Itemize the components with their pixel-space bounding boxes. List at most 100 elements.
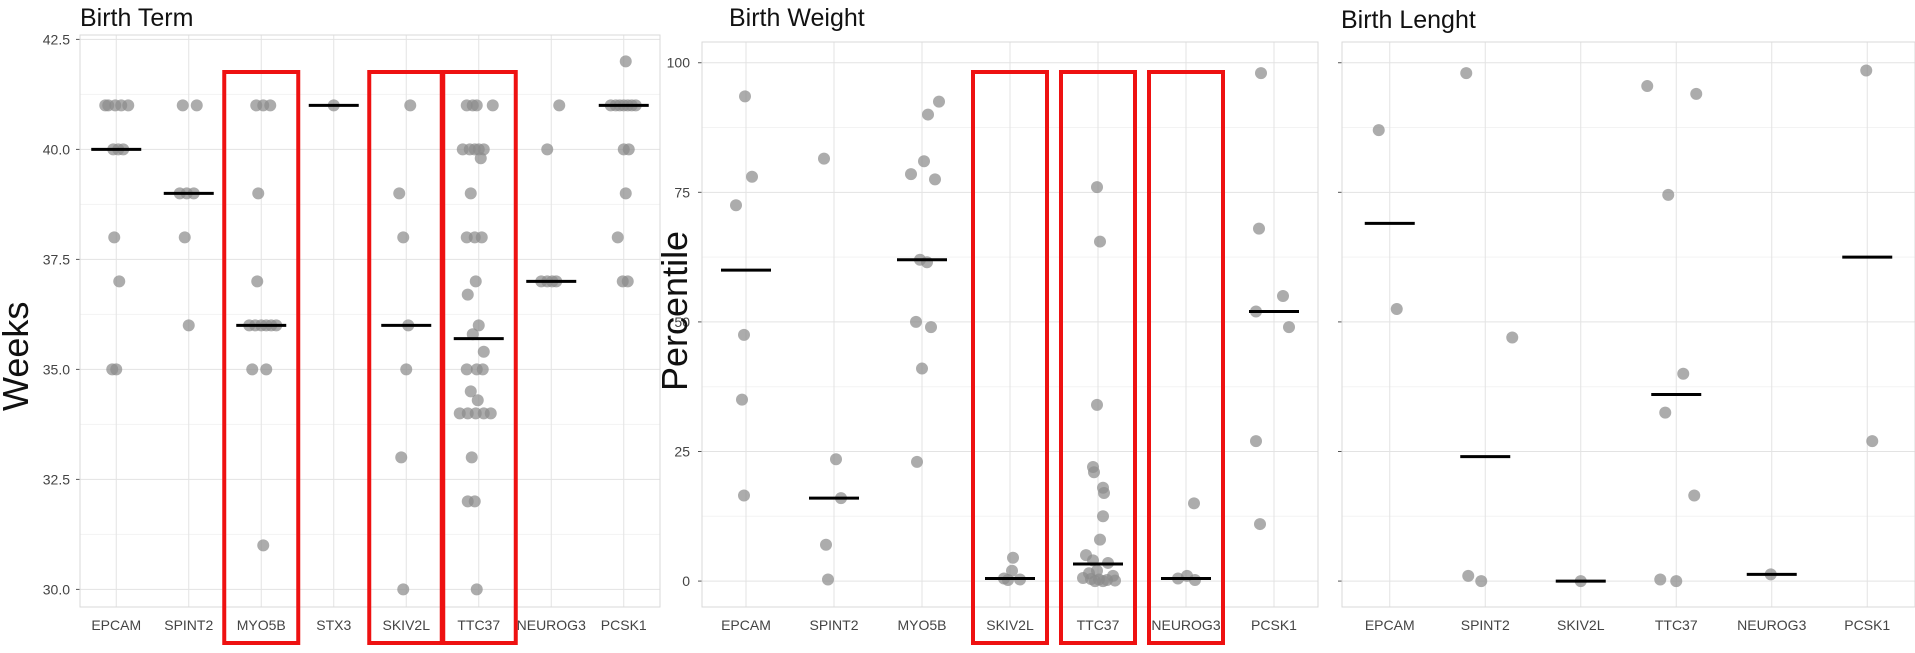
panel-1-title: Birth Term (80, 4, 194, 32)
panel-2-data-point (1255, 67, 1267, 80)
panel-1-y-tick-label: 32.5 (43, 471, 70, 487)
panel-1-data-point (464, 187, 477, 200)
panel-2-data-point (1091, 398, 1103, 411)
panel-1-data-point (252, 187, 265, 200)
panel-1-data-point (475, 231, 488, 244)
panel-2-data-point (739, 90, 751, 103)
panel-2-x-tick-label: NEUROG3 (1151, 617, 1220, 633)
panel-1-data-point (619, 55, 632, 68)
panel-1-data-point (393, 187, 406, 200)
panel-2-y-tick-label: 75 (674, 184, 690, 200)
panel-2-data-point (1283, 321, 1295, 334)
panel-1-y-tick-label: 37.5 (43, 251, 70, 267)
panel-2-data-point (1250, 435, 1262, 448)
panel-2-data-point (921, 256, 933, 269)
panel-2-data-point (1006, 564, 1018, 577)
panel-2-x-tick-label: MYO5B (897, 617, 946, 633)
panel-1-data-point (190, 99, 203, 112)
panel-3-title: Birth Lenght (1341, 6, 1476, 34)
panel-2-data-point (929, 173, 941, 186)
panel-2-data-point (1091, 181, 1103, 194)
panel-2-y-tick-label: 50 (674, 314, 690, 330)
panel-1-data-point (461, 288, 474, 301)
panel-1-y-tick-label: 40.0 (43, 141, 70, 157)
panel-1-data-point (113, 275, 126, 288)
panel-3-data-point (1662, 188, 1675, 201)
panel-1-x-tick-label: STX3 (316, 617, 351, 633)
panel-1-data-point (474, 152, 487, 165)
panel-1-data-point (122, 99, 135, 112)
panel-3-data-point (1690, 87, 1703, 100)
panel-2-data-point (916, 362, 928, 375)
panel-1-data-point (477, 345, 490, 358)
panel-1-data-point (397, 231, 410, 244)
panel-2-data-point (911, 455, 923, 468)
panel-2-x-tick-label: EPCAM (721, 617, 771, 633)
panel-2-data-point (830, 453, 842, 466)
panel-1-data-point (260, 363, 273, 376)
panel-3-data-point (1475, 575, 1488, 588)
panel-1-x-tick-label: EPCAM (91, 617, 141, 633)
panel-3-x-tick-label: NEUROG3 (1737, 617, 1806, 633)
panel-1-y-tick-label: 42.5 (43, 31, 70, 47)
panel-2-y-tick-label: 100 (667, 55, 691, 71)
panel-1-data-point (484, 407, 497, 420)
panel-3-data-point (1688, 489, 1701, 502)
panel-1-data-point (469, 275, 482, 288)
panel-2-data-point (1002, 574, 1014, 587)
panel-1-data-point (471, 394, 484, 407)
panel-3-x-tick-label: SKIV2L (1557, 617, 1605, 633)
panel-2-highlight-box (971, 70, 1049, 645)
panel-2-border (701, 41, 1319, 608)
panel-1-data-point (470, 99, 483, 112)
panel-2-x-tick-label: PCSK1 (1251, 617, 1297, 633)
panel-2-y-tick-label: 0 (682, 573, 690, 589)
panel-3-data-point (1670, 575, 1683, 588)
panel-1-x-tick-label: NEUROG3 (517, 617, 586, 633)
panel-1-data-point (468, 495, 481, 508)
panel-3-x-tick-label: PCSK1 (1844, 617, 1890, 633)
panel-3-data-point (1654, 573, 1667, 586)
panel-3-data-point (1460, 67, 1473, 80)
panel-2-data-point (905, 168, 917, 181)
panel-2-data-point (1094, 235, 1106, 248)
panel-2-data-point (818, 152, 830, 165)
panel-1-y-axis-label: Weeks (0, 301, 36, 411)
panel-3-data-point (1677, 367, 1690, 380)
panel-3-x-tick-label: TTC37 (1655, 617, 1698, 633)
panel-3-border (1341, 41, 1915, 608)
panel-2-data-point (925, 321, 937, 334)
panel-1-data-point (108, 231, 121, 244)
panel-1-data-point (404, 99, 417, 112)
panel-1-x-tick-label: MYO5B (237, 617, 286, 633)
panel-3-data-point (1390, 302, 1403, 315)
panel-3-data-point (1462, 569, 1475, 582)
panel-2-data-point (730, 199, 742, 212)
panel-3-data-point (1372, 124, 1385, 137)
panel-1-data-point (621, 275, 634, 288)
panel-2-data-point (738, 328, 750, 341)
panel-2-x-tick-label: TTC37 (1077, 617, 1120, 633)
panel-2-data-point (736, 393, 748, 406)
panel-2-data-point (1277, 289, 1289, 302)
panel-1-data-point (464, 385, 477, 398)
panel-2-x-tick-label: SKIV2L (986, 617, 1034, 633)
panel-1-data-point (176, 99, 189, 112)
panel-2-y-tick-label: 25 (674, 443, 690, 459)
panel-1-data-point (110, 363, 123, 376)
panel-2-data-point (1094, 533, 1106, 546)
panel-1-data-point (472, 319, 485, 332)
panel-1-data-point (178, 231, 191, 244)
panel-2-data-point (746, 170, 758, 183)
panel-2-data-point (820, 538, 832, 551)
panel-1-data-point (400, 363, 413, 376)
panel-2-data-point (933, 95, 945, 108)
panel-1-data-point (465, 451, 478, 464)
panel-1-data-point (397, 583, 410, 596)
panel-1-highlight-box (439, 70, 518, 645)
panel-1-x-tick-label: SPINT2 (164, 617, 213, 633)
panel-1-y-tick-label: 35.0 (43, 361, 70, 377)
panel-2-data-point (1007, 551, 1019, 564)
